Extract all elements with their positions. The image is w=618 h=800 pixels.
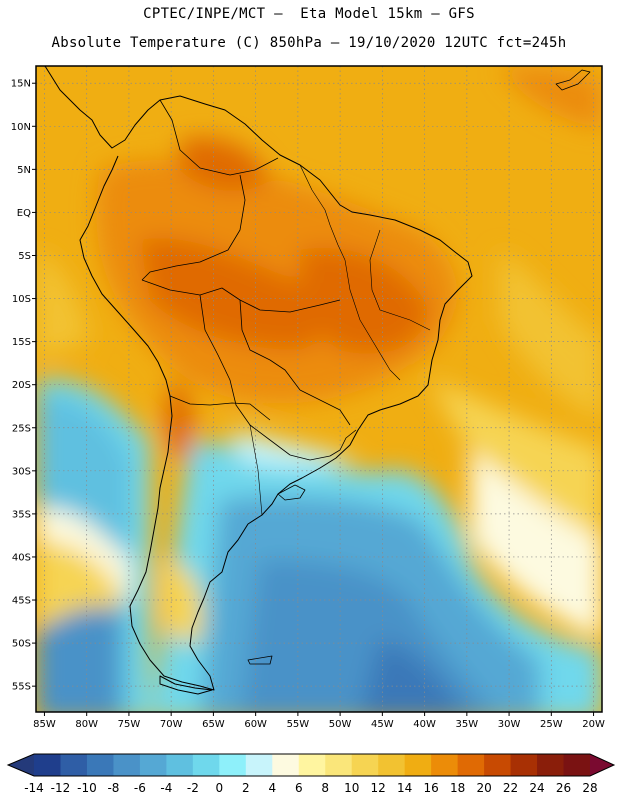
map-frame [35,65,603,713]
colorbar-swatch [113,754,141,776]
colorbar-label: 18 [450,781,465,795]
lat-label: 10S [12,294,31,305]
colorbar-label: -10 [77,781,97,795]
lat-label: 15S [12,337,31,348]
colorbar-label: 28 [582,781,597,795]
colorbar-swatch [404,754,432,776]
colorbar-label: 6 [295,781,303,795]
colorbar-swatch [139,754,167,776]
colorbar-over-arrow [590,754,614,776]
lon-label: 45W [371,719,394,730]
colorbar-swatch [245,754,273,776]
colorbar-label: 14 [397,781,412,795]
lon-label: 30W [498,719,521,730]
lon-label: 60W [244,719,267,730]
colorbar-label: 12 [371,781,386,795]
lon-label: 85W [33,719,56,730]
colorbar-label: -4 [160,781,172,795]
colorbar-swatch [378,754,406,776]
colorbar-swatch [86,754,114,776]
colorbar-under-arrow [8,754,34,776]
colorbar [6,753,616,777]
colorbar-labels: -14 -12 -10 -8 -6 -4 -2 0 2 4 6 8 10 12 14 16 18 20 22 24 26… [24,781,597,795]
lat-label: 55S [12,682,31,693]
latitude-labels: 15N 10N 5N EQ 5S 10S 15S 20S 25S 30S 35S 40S 45S 50S 5… [11,79,36,693]
colorbar-label: 16 [424,781,439,795]
lon-label: 65W [202,719,225,730]
coastlines [44,65,591,695]
colorbar-label: -12 [51,781,71,795]
lat-label: 35S [12,509,31,520]
colorbar-label: 22 [503,781,518,795]
colorbar-label: -6 [134,781,146,795]
map-title-line1: CPTEC/INPE/MCT – Eta Model 15km – GFS [143,6,475,22]
lon-label: 80W [75,719,98,730]
lon-label: 20W [582,719,605,730]
lat-label: 25S [12,423,31,434]
lat-label: 20S [12,380,31,391]
longitude-labels: 85W 80W 75W 70W 65W 60W 55W 50W 45W 40W 35W 30W 25W 2… [33,712,605,730]
colorbar-swatch [325,754,353,776]
colorbar-label: 24 [529,781,544,795]
colorbar-swatch [219,754,247,776]
map-title-line2: Absolute Temperature (C) 850hPa – 19/10/… [51,35,567,51]
lat-label: 15N [11,79,31,90]
lon-label: 70W [160,719,183,730]
lon-label: 50W [329,719,352,730]
colorbar-swatch [510,754,538,776]
colorbar-swatch [537,754,565,776]
lat-label: 30S [12,466,31,477]
colorbar-swatch [272,754,300,776]
colorbar-swatch [563,754,591,776]
colorbar-label: 26 [556,781,571,795]
temperature-field [36,66,602,712]
colorbar-swatch [60,754,88,776]
colorbar-label: -14 [24,781,44,795]
colorbar-swatch [431,754,459,776]
lat-label: 5S [18,251,31,262]
lon-label: 55W [287,719,310,730]
colorbar-swatch [34,754,61,776]
colorbar-label: 10 [344,781,359,795]
colorbar-swatch [192,754,220,776]
lat-label: 10N [11,122,31,133]
colorbar-frame [6,753,616,777]
lon-label: 35W [456,719,479,730]
lat-label: EQ [17,208,31,219]
colorbar-label: 0 [216,781,224,795]
colorbar-label: 20 [476,781,491,795]
lon-label: 25W [540,719,563,730]
lat-label: 50S [12,639,31,650]
colorbar-swatch [457,754,485,776]
lat-label: 40S [12,552,31,563]
colorbar-swatch [351,754,379,776]
colorbar-swatch [298,754,326,776]
lon-label: 75W [118,719,141,730]
lon-label: 40W [413,719,436,730]
colorbar-label: 4 [268,781,276,795]
colorbar-label: -8 [107,781,119,795]
colorbar-swatch [484,754,512,776]
colorbar-label: 2 [242,781,250,795]
colorbar-label: -2 [187,781,199,795]
lat-label: 45S [12,596,31,607]
lat-label: 5N [17,165,31,176]
colorbar-swatch [166,754,194,776]
colorbar-label: 8 [321,781,329,795]
